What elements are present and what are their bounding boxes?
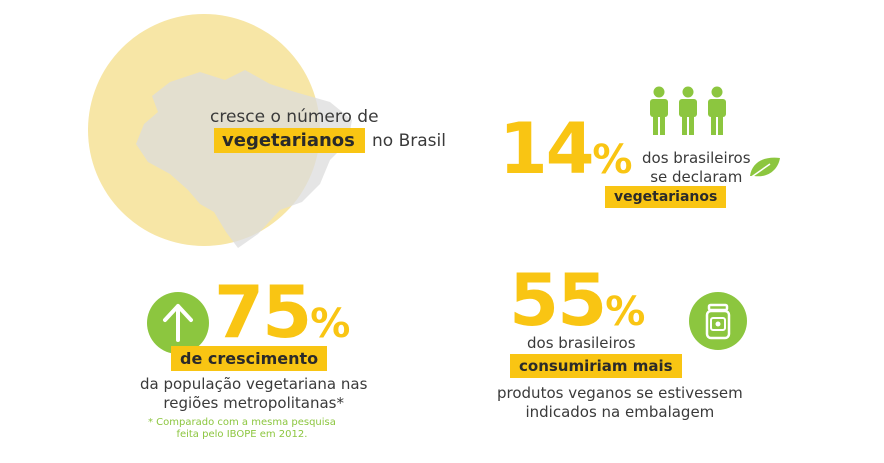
stat-75-number: 75%: [214, 276, 350, 348]
leaf-icon: [749, 157, 780, 179]
jar-icon: [689, 292, 747, 350]
stat-14-desc-line1: dos brasileiros: [642, 149, 751, 167]
stat-75-desc-line1: da população vegetariana nas: [140, 375, 368, 393]
stat-55-desc-line2: produtos veganos se estivessem: [497, 384, 743, 402]
stat-75-highlight: de crescimento: [171, 346, 328, 371]
stat-14-highlight: vegetarianos: [605, 186, 727, 208]
stat-14-value: 14: [499, 108, 594, 190]
stat-75-value: 75: [214, 270, 312, 354]
footnote: * Comparado com a mesma pesquisa feita p…: [148, 417, 336, 441]
stat-55-description: produtos veganos se estivessem indicados…: [497, 384, 743, 422]
stat-55-desc-line3: indicados na embalagem: [525, 403, 715, 421]
stat-55-number: 55%: [509, 264, 645, 336]
person-icon: [650, 86, 668, 135]
stat-14-number: 14%: [499, 114, 633, 184]
footnote-line2: feita pelo IBOPE em 2012.: [176, 429, 308, 440]
person-icon: [679, 86, 697, 135]
arrow-up-icon: [147, 292, 209, 354]
stat-14-desc-line2: se declaram: [650, 168, 743, 186]
stat-55-desc-line1: dos brasileiros: [527, 334, 636, 352]
percent-sign: %: [592, 137, 633, 183]
headline-line1: cresce o número de: [210, 107, 379, 127]
stat-75-description: da população vegetariana nas regiões met…: [140, 375, 367, 413]
person-icon: [708, 86, 726, 135]
stat-14-description: dos brasileiros se declaram: [642, 149, 751, 187]
headline-highlight: vegetarianos: [214, 128, 365, 153]
stat-75-desc-line2: regiões metropolitanas*: [163, 394, 344, 412]
stat-55-highlight: consumiriam mais: [510, 354, 682, 378]
brazil-map: [136, 70, 352, 248]
footnote-line1: * Comparado com a mesma pesquisa: [148, 417, 336, 428]
percent-sign: %: [605, 289, 646, 335]
headline-line2: no Brasil: [372, 131, 446, 151]
percent-sign: %: [310, 301, 351, 347]
stat-55-value: 55: [509, 258, 607, 342]
people-icon-group: [650, 86, 726, 135]
